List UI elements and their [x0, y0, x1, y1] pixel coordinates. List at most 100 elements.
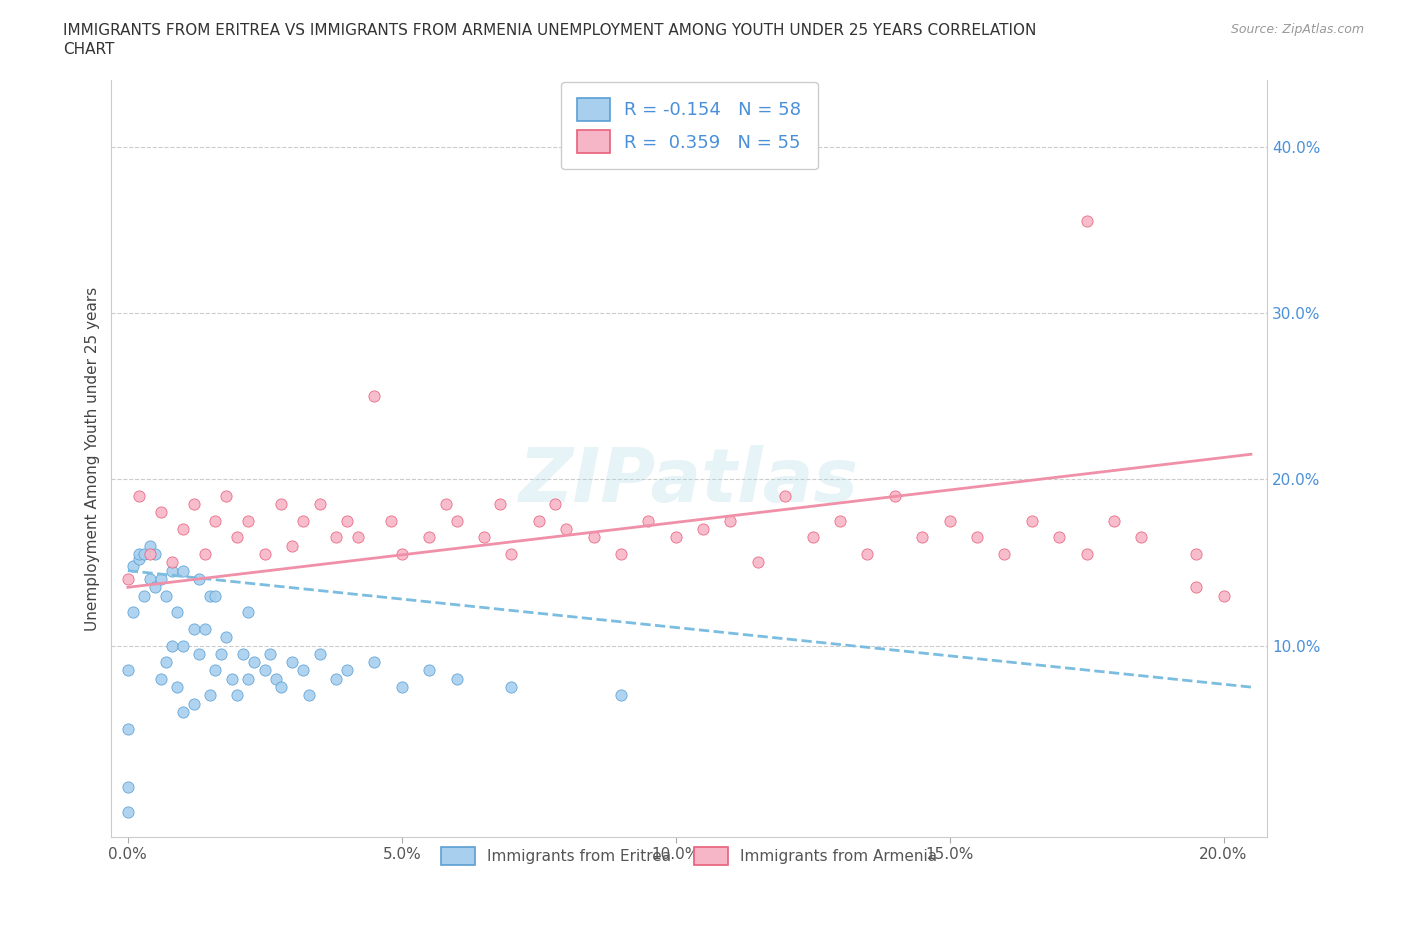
Point — [938, 513, 960, 528]
Point — [1021, 513, 1043, 528]
Point — [336, 513, 359, 528]
Point — [637, 513, 659, 528]
Point — [308, 646, 330, 661]
Point — [582, 530, 605, 545]
Point — [336, 663, 359, 678]
Point — [134, 588, 156, 603]
Point — [122, 558, 145, 573]
Point — [160, 555, 183, 570]
Legend: Immigrants from Eritrea, Immigrants from Armenia: Immigrants from Eritrea, Immigrants from… — [436, 841, 943, 870]
Point — [215, 630, 238, 644]
Point — [446, 513, 468, 528]
Point — [610, 547, 633, 562]
Point — [281, 655, 304, 670]
Point — [183, 621, 205, 636]
Point — [204, 588, 226, 603]
Point — [166, 680, 188, 695]
Point — [139, 538, 162, 553]
Point — [1130, 530, 1153, 545]
Point — [720, 513, 742, 528]
Point — [1076, 214, 1098, 229]
Point — [363, 389, 385, 404]
Point — [117, 779, 139, 794]
Point — [347, 530, 370, 545]
Point — [747, 555, 769, 570]
Point — [446, 671, 468, 686]
Point — [1076, 547, 1098, 562]
Point — [253, 547, 276, 562]
Point — [259, 646, 281, 661]
Point — [391, 547, 413, 562]
Point — [325, 530, 347, 545]
Point — [489, 497, 512, 512]
Point — [911, 530, 934, 545]
Point — [264, 671, 287, 686]
Point — [160, 638, 183, 653]
Point — [856, 547, 879, 562]
Point — [828, 513, 851, 528]
Point — [238, 513, 260, 528]
Point — [149, 505, 172, 520]
Point — [391, 680, 413, 695]
Point — [270, 497, 292, 512]
Point — [1185, 580, 1208, 595]
Point — [122, 604, 145, 619]
Point — [155, 655, 177, 670]
Text: ZIPatlas: ZIPatlas — [519, 445, 859, 518]
Point — [172, 705, 194, 720]
Point — [128, 488, 150, 503]
Y-axis label: Unemployment Among Youth under 25 years: Unemployment Among Youth under 25 years — [86, 286, 100, 631]
Point — [801, 530, 824, 545]
Point — [117, 722, 139, 737]
Point — [183, 497, 205, 512]
Point — [232, 646, 254, 661]
Point — [1185, 547, 1208, 562]
Point — [665, 530, 688, 545]
Point — [692, 522, 714, 537]
Point — [172, 638, 194, 653]
Point — [292, 513, 315, 528]
Point — [1102, 513, 1125, 528]
Point — [226, 688, 249, 703]
Point — [1212, 588, 1234, 603]
Point — [166, 604, 188, 619]
Text: CHART: CHART — [63, 42, 115, 57]
Point — [270, 680, 292, 695]
Point — [292, 663, 315, 678]
Point — [204, 513, 226, 528]
Point — [238, 671, 260, 686]
Point — [143, 547, 166, 562]
Point — [149, 671, 172, 686]
Point — [883, 488, 905, 503]
Point — [472, 530, 495, 545]
Point — [226, 530, 249, 545]
Point — [544, 497, 567, 512]
Point — [209, 646, 232, 661]
Point — [198, 588, 221, 603]
Point — [434, 497, 457, 512]
Point — [128, 547, 150, 562]
Point — [298, 688, 321, 703]
Point — [253, 663, 276, 678]
Point — [501, 547, 523, 562]
Point — [128, 551, 150, 566]
Point — [172, 564, 194, 578]
Point — [380, 513, 402, 528]
Point — [1047, 530, 1070, 545]
Point — [325, 671, 347, 686]
Point — [160, 564, 183, 578]
Point — [281, 538, 304, 553]
Point — [193, 547, 215, 562]
Point — [149, 572, 172, 587]
Point — [243, 655, 266, 670]
Point — [308, 497, 330, 512]
Point — [183, 697, 205, 711]
Point — [221, 671, 243, 686]
Point — [363, 655, 385, 670]
Point — [134, 547, 156, 562]
Point — [501, 680, 523, 695]
Point — [418, 663, 440, 678]
Point — [193, 621, 215, 636]
Point — [418, 530, 440, 545]
Text: Source: ZipAtlas.com: Source: ZipAtlas.com — [1230, 23, 1364, 36]
